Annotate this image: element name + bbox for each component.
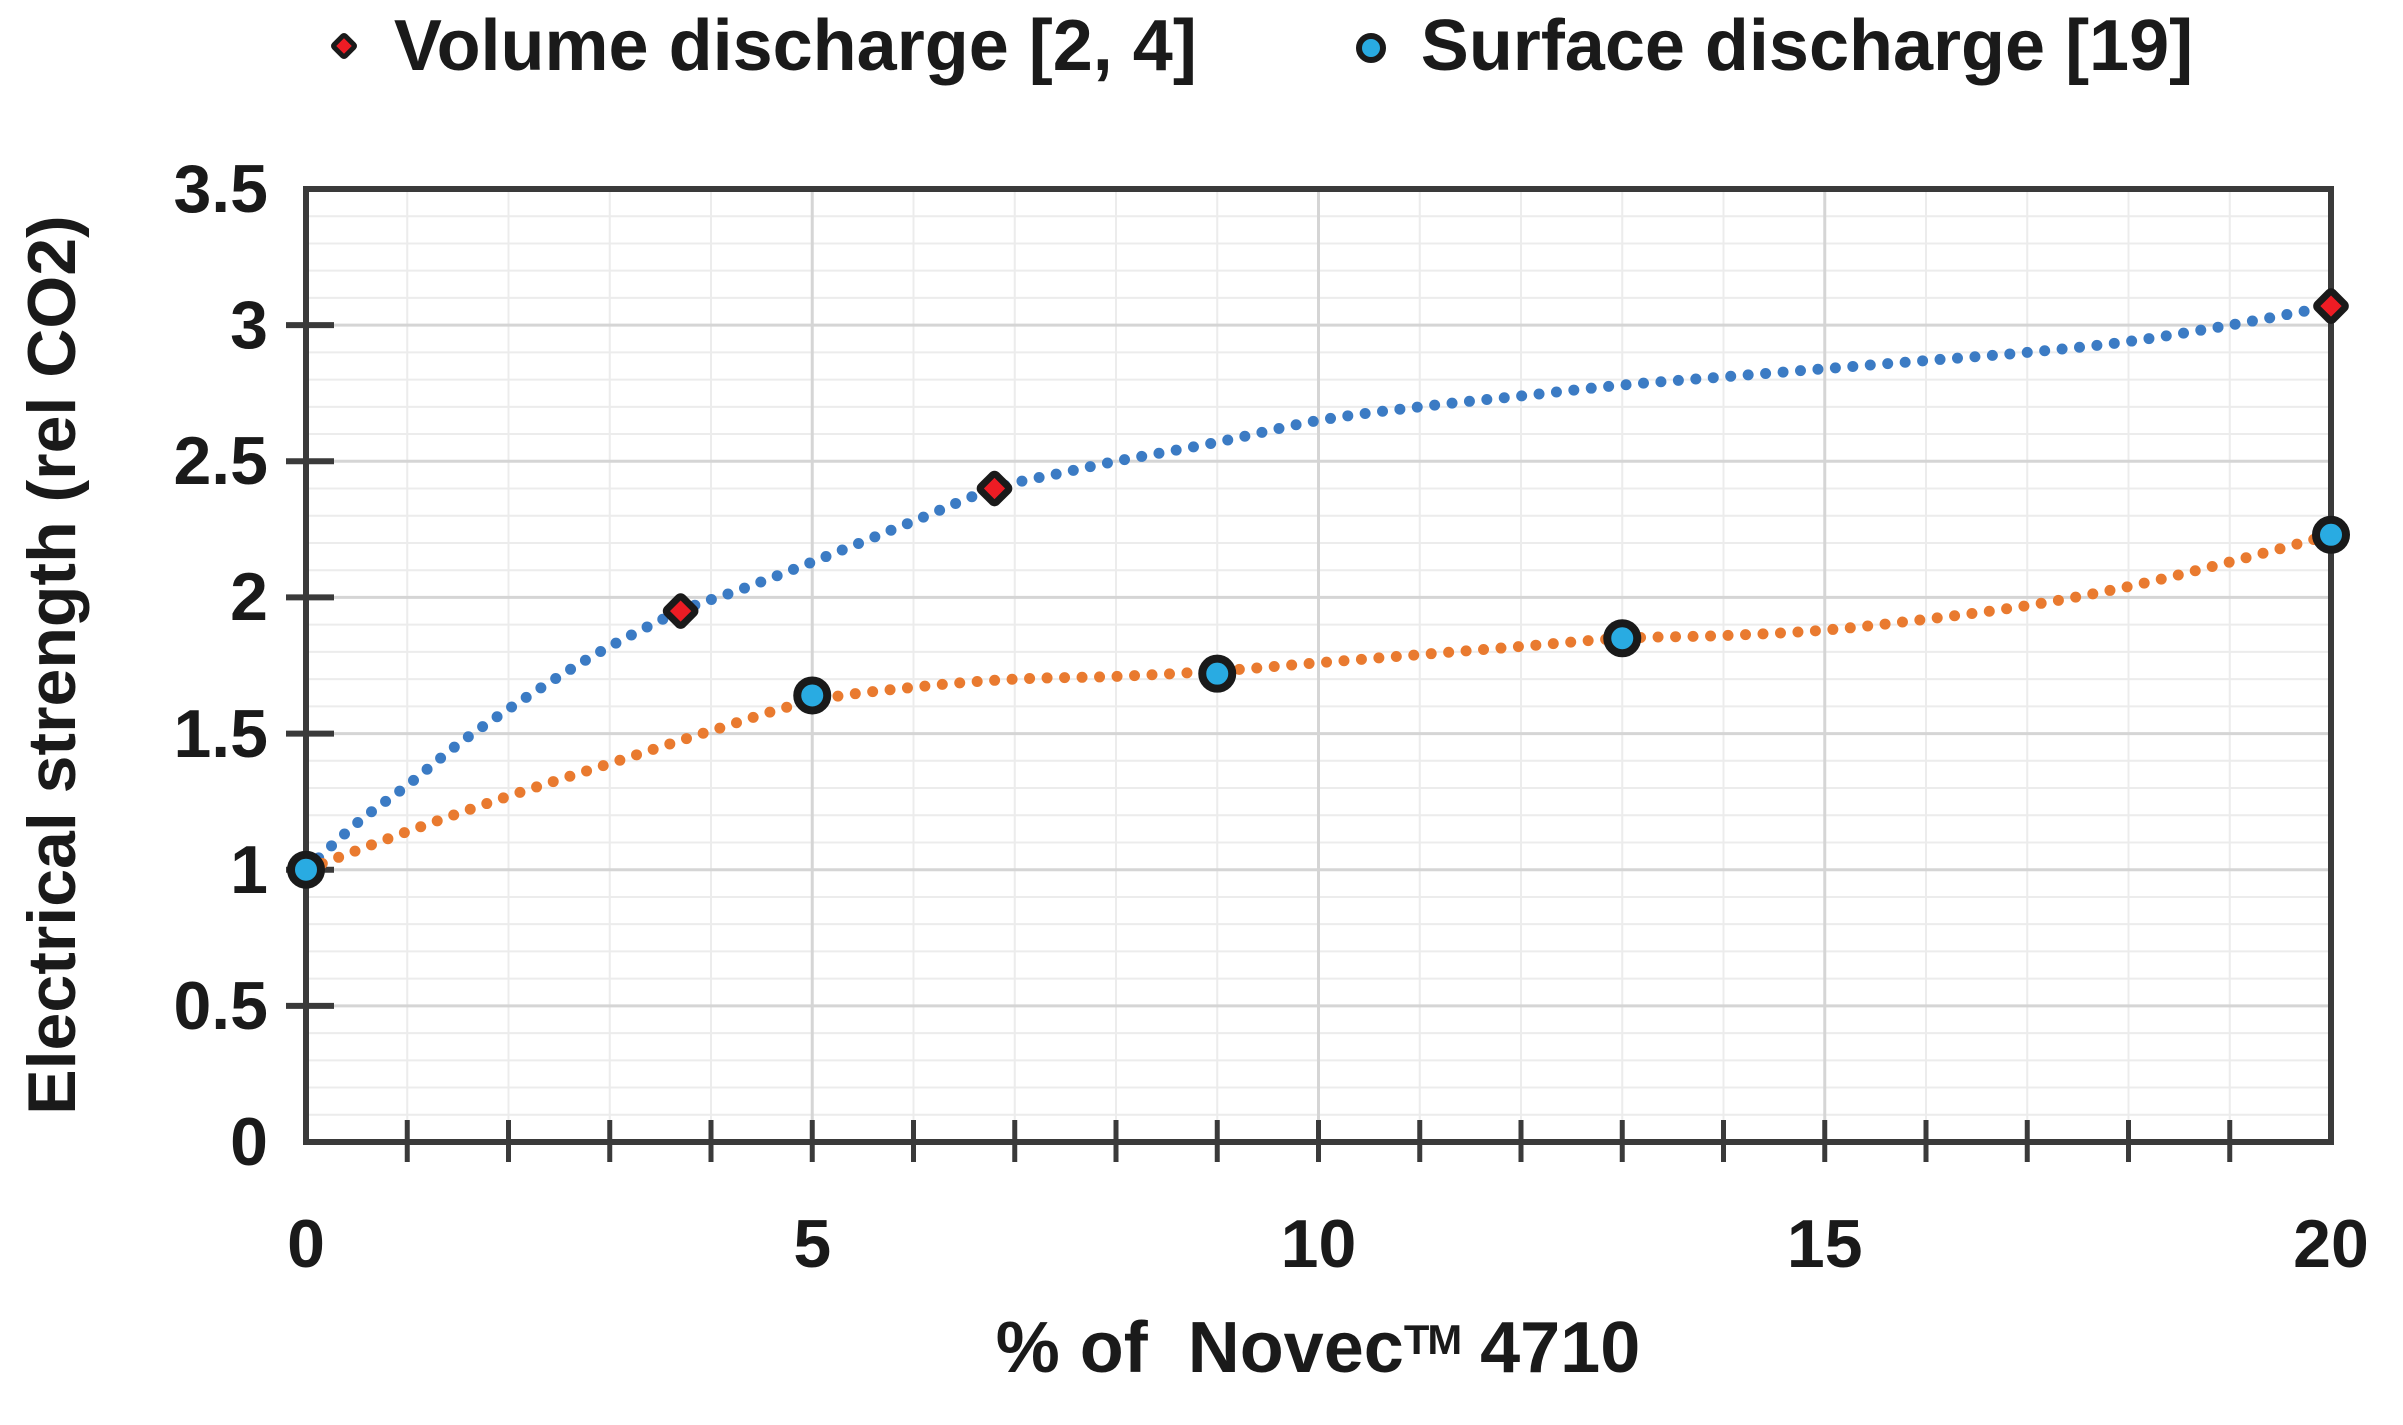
x-axis-title-text: % of Novec: [995, 1308, 1404, 1388]
chart-legend: Volume discharge [2, 4] Surface discharg…: [0, 10, 2403, 82]
legend-item-surface-discharge: Surface discharge [19]: [1347, 10, 2193, 82]
data-marker-diamond-volume-discharge-2-4: [2313, 288, 2349, 324]
data-marker-diamond-volume-discharge-2-4: [976, 470, 1013, 507]
y-tick-label: 2: [230, 559, 268, 636]
x-axis-title: % of NovecTM 4710: [996, 1312, 1641, 1384]
data-marker-circle-surface-discharge-19: [1603, 619, 1642, 658]
y-tick-label: 3.5: [173, 151, 268, 227]
trend-line-surface-discharge-19: [300, 529, 2337, 876]
legend-item-volume-discharge: Volume discharge [2, 4]: [320, 10, 1197, 82]
y-tick-label: 2.5: [173, 423, 268, 500]
y-tick-label: 0: [230, 1104, 268, 1180]
x-tick-label: 20: [2293, 1206, 2369, 1282]
y-axis-title: Electrical strength (rel CO2): [14, 215, 90, 1115]
legend-label-volume-discharge: Volume discharge [2, 4]: [393, 6, 1197, 86]
y-tick-label: 1: [230, 831, 268, 908]
x-tick-label: 0: [287, 1206, 325, 1282]
data-marker-circle-surface-discharge-19: [793, 676, 832, 715]
x-tick-label: 10: [1280, 1206, 1357, 1282]
x-tick-label: 5: [793, 1206, 832, 1282]
legend-circle-icon: [1355, 33, 1386, 63]
data-marker-diamond-volume-discharge-2-4: [662, 593, 699, 629]
data-marker-circle-surface-discharge-19: [1198, 654, 1237, 693]
trend-line-volume-discharge-2-4: [300, 300, 2337, 876]
data-marker-circle-surface-discharge-19: [287, 850, 325, 889]
x-tick-label: 15: [1786, 1206, 1863, 1282]
y-tick-label: 1.5: [173, 695, 268, 772]
legend-diamond-icon: [330, 33, 357, 59]
legend-label-surface-discharge: Surface discharge [19]: [1420, 6, 2194, 86]
x-axis-title-suffix: 4710: [1460, 1308, 1641, 1388]
y-tick-label: 0.5: [173, 967, 268, 1044]
trademark-superscript: TM: [1403, 1316, 1462, 1363]
y-tick-label: 3: [230, 287, 268, 364]
data-marker-circle-surface-discharge-19: [2312, 515, 2350, 554]
